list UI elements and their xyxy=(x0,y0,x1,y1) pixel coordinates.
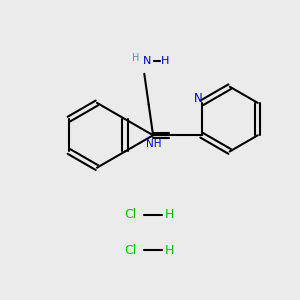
Text: H: H xyxy=(164,208,174,221)
Text: H: H xyxy=(164,244,174,256)
Text: NH: NH xyxy=(146,139,161,148)
Text: Cl: Cl xyxy=(125,244,137,256)
Text: H: H xyxy=(161,56,170,66)
Text: N: N xyxy=(143,56,152,66)
Text: H: H xyxy=(132,52,139,62)
Text: N: N xyxy=(194,92,203,105)
Text: Cl: Cl xyxy=(125,208,137,221)
